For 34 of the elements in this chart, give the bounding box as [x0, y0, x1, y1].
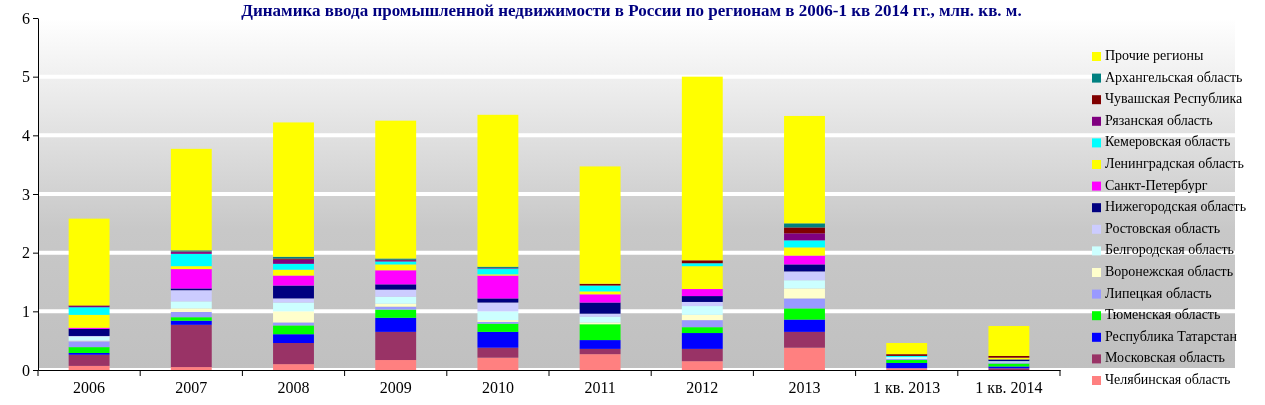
legend-label: Ленинградская область: [1105, 156, 1244, 171]
y-tick-label: 1: [22, 302, 30, 320]
legend-label: Воронежская область: [1105, 264, 1234, 279]
legend-label: Московская область: [1105, 350, 1225, 366]
x-tick-label: 2008: [277, 379, 310, 397]
legend-label: Архангельская область: [1105, 69, 1243, 85]
y-tick-label: 0: [22, 361, 30, 379]
legend-label: Рязанская область: [1105, 112, 1213, 128]
y-tick-label: 3: [22, 185, 30, 203]
legend-label: Нижегородская область: [1105, 199, 1247, 215]
x-tick-label: 2011: [584, 379, 616, 397]
legend-label: Прочие регионы: [1105, 48, 1204, 63]
x-tick-label: 1 кв. 2014: [975, 379, 1043, 397]
legend-label: Ростовская область: [1105, 220, 1221, 236]
y-tick-label: 6: [22, 9, 30, 27]
x-tick-label: 2006: [73, 379, 106, 397]
x-tick-label: 2009: [379, 379, 412, 397]
y-tick-label: 5: [22, 68, 30, 86]
x-tick-label: 2010: [481, 379, 514, 397]
x-tick-label: 2007: [175, 379, 208, 397]
x-tick-label: 2012: [686, 379, 719, 397]
x-tick-label: 1 кв. 2013: [873, 379, 941, 397]
legend-label: Белгородская область: [1105, 242, 1235, 258]
legend-label: Липецкая область: [1105, 285, 1212, 301]
y-tick-label: 2: [22, 244, 30, 262]
legend-label: Чувашская Республика: [1105, 91, 1243, 107]
legend-label: Санкт-Петербург: [1105, 177, 1208, 193]
chart-title: Динамика ввода промышленной недвижимости в России по регионам в 2006-1 кв 2014 гг., млн. кв. м.: [241, 1, 1022, 20]
y-tick-label: 4: [22, 126, 30, 144]
legend-label: Республика Татарстан: [1105, 328, 1238, 344]
legend-label: Тюменская область: [1105, 307, 1221, 323]
legend-label: Челябинская область: [1105, 372, 1231, 387]
x-tick-label: 2013: [788, 379, 821, 397]
legend-label: Кемеровская область: [1105, 134, 1231, 150]
